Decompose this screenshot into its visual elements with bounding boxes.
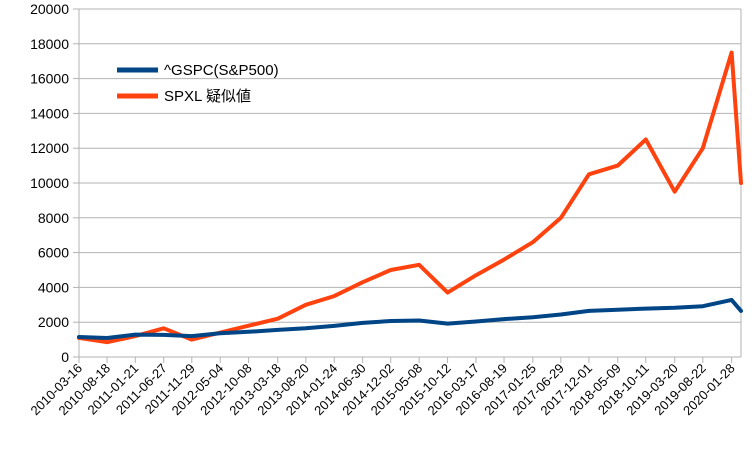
data-point [673, 306, 677, 310]
data-point [531, 315, 535, 319]
y-tick-label: 16000 [30, 71, 69, 87]
data-point [332, 324, 336, 328]
y-tick-label: 14000 [30, 105, 69, 121]
data-point [502, 258, 506, 262]
data-point [247, 324, 251, 328]
y-axis-ticks: 0 2000 4000 6000 8000 10000 12000 14000 16000 180… [30, 1, 79, 365]
y-tick-label: 6000 [38, 245, 69, 261]
legend-label: ^GSPC(S&P500) [164, 62, 279, 79]
data-point [474, 320, 478, 323]
data-point [105, 340, 109, 344]
data-point [190, 334, 194, 338]
data-point [644, 307, 648, 311]
data-point [133, 333, 137, 337]
data-point [446, 322, 450, 326]
data-point [559, 313, 563, 316]
data-point [502, 317, 506, 321]
y-tick-label: 10000 [30, 175, 69, 191]
data-point [587, 172, 591, 176]
data-point [162, 326, 166, 330]
data-point [616, 308, 620, 312]
y-tick-label: 4000 [38, 279, 69, 295]
y-tick-label: 2000 [38, 314, 69, 330]
series-lines [77, 50, 743, 345]
data-point [361, 321, 365, 325]
y-tick-label: 20000 [30, 1, 69, 17]
x-axis-ticks: 2010-03-162010-08-182011-01-212011-06-27… [27, 357, 738, 418]
data-point [361, 280, 365, 284]
data-point [587, 309, 591, 313]
data-point [739, 309, 743, 313]
data-point [739, 181, 743, 185]
data-point [531, 240, 535, 244]
data-point [616, 164, 620, 168]
y-tick-label: 18000 [30, 36, 69, 52]
data-point [77, 335, 81, 339]
data-point [701, 146, 705, 150]
data-point [730, 51, 734, 54]
data-point [304, 303, 308, 307]
data-point [304, 326, 308, 330]
data-point [417, 263, 421, 267]
y-tick-label: 12000 [30, 140, 69, 156]
data-point [474, 273, 478, 277]
data-point [673, 190, 677, 194]
data-point [105, 336, 109, 340]
data-point [276, 317, 280, 321]
legend-label: SPXL 疑似値 [164, 88, 251, 105]
data-point [247, 330, 251, 334]
data-point [446, 291, 450, 295]
data-point [730, 298, 734, 302]
data-point [162, 333, 166, 337]
data-point [276, 328, 280, 332]
data-point [389, 319, 393, 323]
data-point [559, 216, 563, 220]
data-point [701, 304, 705, 308]
data-point [417, 319, 421, 322]
data-point [644, 138, 648, 141]
data-point [332, 294, 336, 298]
data-point [190, 338, 194, 342]
y-tick-label: 8000 [38, 210, 69, 226]
y-tick-label: 0 [61, 349, 69, 365]
legend: ^GSPC(S&P500) SPXL 疑似値 [117, 62, 279, 105]
data-point [218, 331, 222, 335]
data-point [389, 268, 393, 272]
